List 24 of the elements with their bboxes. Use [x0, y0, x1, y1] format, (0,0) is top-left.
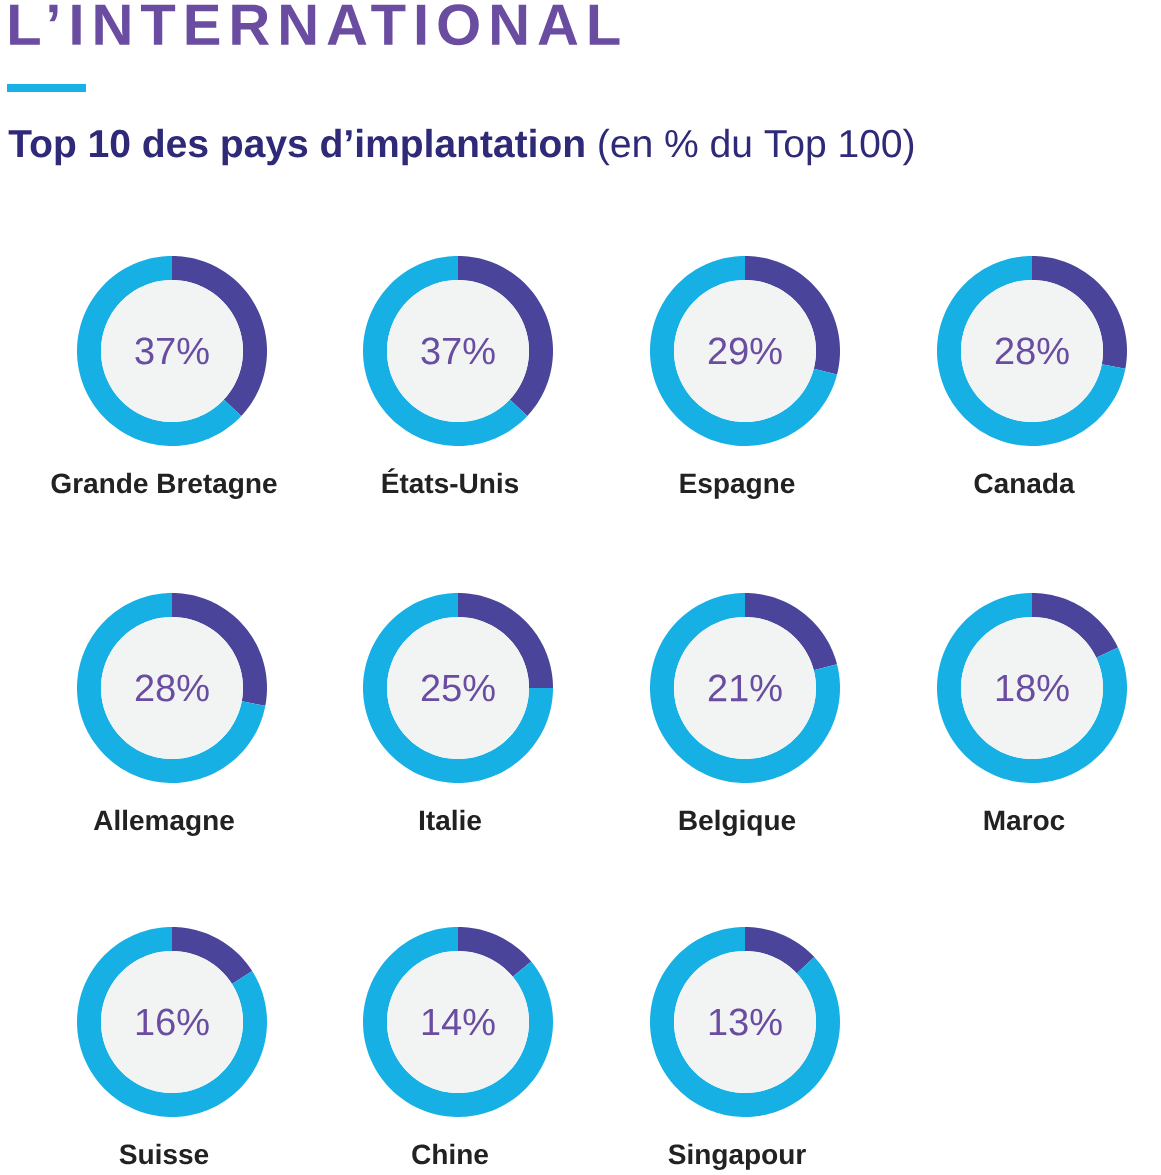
text: Singapour — [668, 1143, 806, 1170]
text: Espagne — [680, 473, 795, 499]
text: Allemagne — [93, 809, 234, 836]
text: 37% — [421, 337, 495, 365]
text: 16% — [136, 1008, 209, 1036]
text: 29% — [708, 337, 782, 365]
text: Canada — [974, 472, 1075, 494]
text: Italie — [419, 809, 481, 831]
text: États-Unis — [382, 468, 519, 494]
text: 21% — [708, 674, 782, 702]
text: Grande Bretagne — [51, 472, 277, 499]
text: 13% — [709, 1008, 782, 1036]
text: 28% — [995, 337, 1069, 365]
text: L’INTERNATIONAL — [10, 4, 620, 46]
text: 18% — [996, 674, 1069, 702]
text: Suisse — [119, 1143, 209, 1165]
text: Chine — [412, 1143, 488, 1165]
text: Maroc — [984, 810, 1065, 831]
text: Belgique — [679, 809, 796, 836]
text: Top 10 des pays d’implantation (en % du Top 100) — [8, 128, 914, 166]
text: 14% — [422, 1008, 495, 1036]
text: 37% — [135, 337, 209, 365]
text: 28% — [135, 674, 209, 702]
text: 25% — [421, 674, 495, 702]
